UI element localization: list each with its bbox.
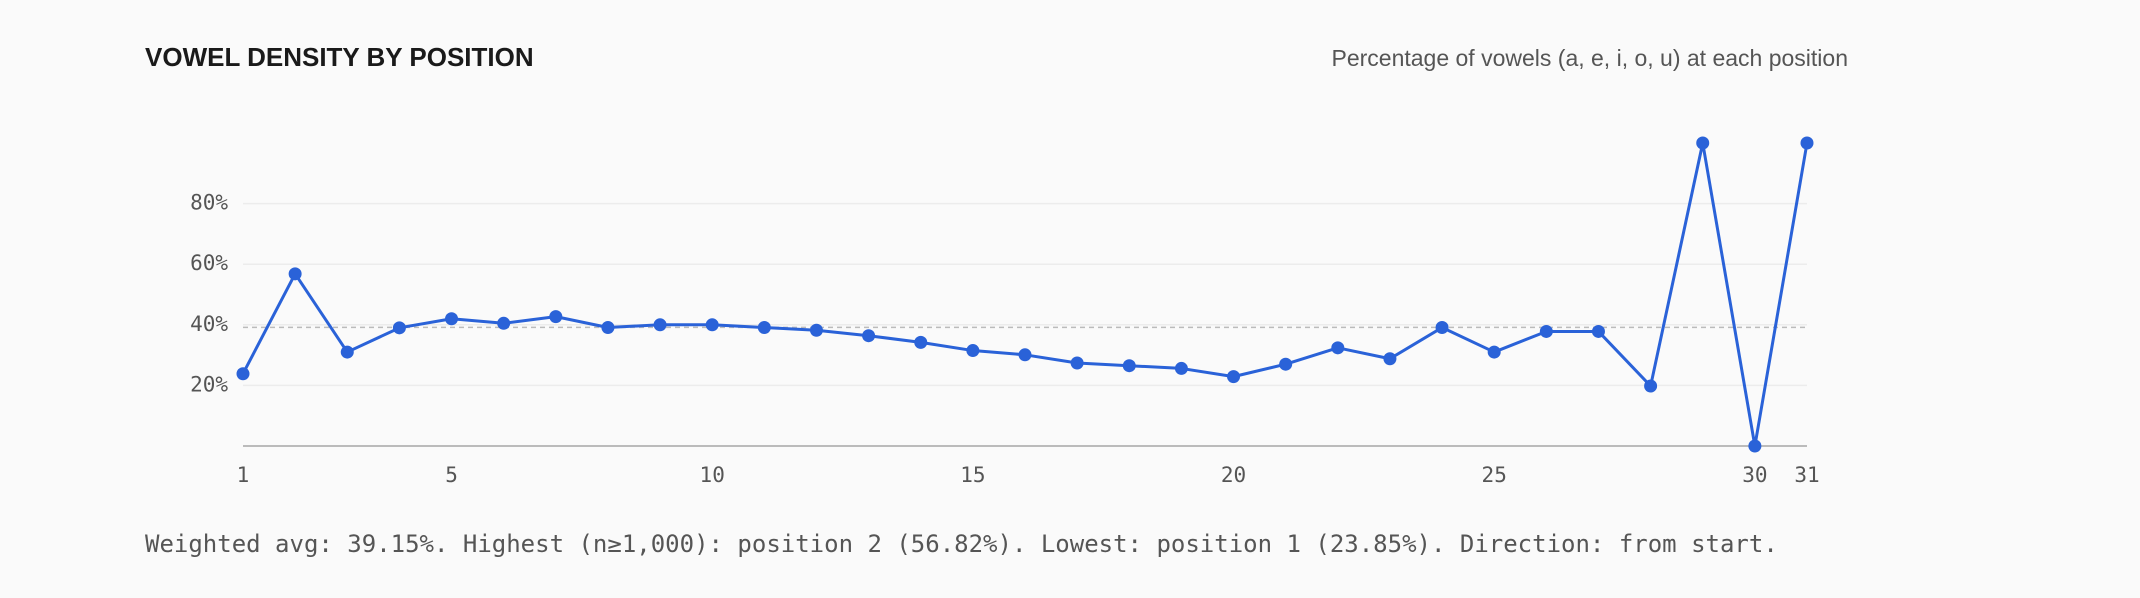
x-tick-label: 15 (960, 463, 985, 487)
x-tick-label: 1 (237, 463, 250, 487)
data-point (757, 321, 771, 335)
data-point (809, 323, 823, 337)
data-point (1174, 361, 1188, 375)
data-point (1435, 321, 1449, 335)
data-point (914, 335, 928, 349)
data-point (1383, 352, 1397, 366)
chart-title: VOWEL DENSITY BY POSITION (145, 42, 534, 72)
data-point (966, 344, 980, 358)
data-point (1644, 379, 1658, 393)
data-point (497, 316, 511, 330)
data-point (1539, 324, 1553, 338)
data-point (1331, 341, 1345, 355)
data-point (1018, 348, 1032, 362)
footnote: Weighted avg: 39.15%. Highest (n≥1,000):… (145, 530, 1778, 558)
series-line (241, 141, 1809, 448)
data-point (445, 312, 459, 326)
chart-subtitle: Percentage of vowels (a, e, i, o, u) at … (1331, 45, 1848, 71)
x-tick-label: 25 (1482, 463, 1507, 487)
data-point (1800, 136, 1814, 150)
x-tick-label: 5 (445, 463, 458, 487)
data-point (392, 321, 406, 335)
x-tick-label: 10 (700, 463, 725, 487)
data-point (1227, 370, 1241, 384)
data-point (549, 310, 563, 324)
data-point (862, 329, 876, 343)
data-point (705, 318, 719, 332)
y-tick-label: 20% (190, 372, 228, 396)
data-point (1070, 356, 1084, 370)
y-tick-label: 80% (190, 191, 228, 215)
data-point (1122, 359, 1136, 373)
data-point (1487, 345, 1501, 359)
y-tick-label: 60% (190, 251, 228, 275)
x-tick-label: 31 (1794, 463, 1819, 487)
data-point (1748, 439, 1762, 453)
data-point (601, 321, 615, 335)
data-point (236, 367, 250, 381)
x-tick-label: 20 (1221, 463, 1246, 487)
data-point (653, 318, 667, 332)
data-point (288, 267, 302, 281)
data-point (1696, 136, 1710, 150)
x-tick-label: 30 (1742, 463, 1767, 487)
data-point (1279, 357, 1293, 371)
data-point (1591, 324, 1605, 338)
y-tick-label: 40% (190, 312, 228, 336)
data-point (340, 345, 354, 359)
